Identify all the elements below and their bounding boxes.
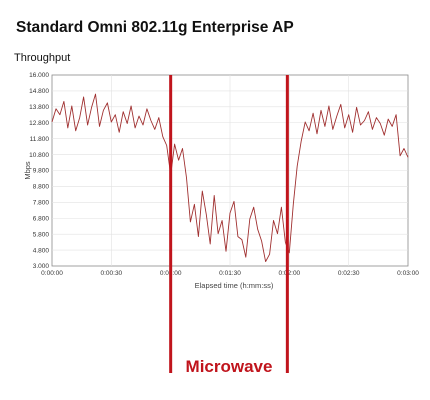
y-tick-label: 13.800 bbox=[29, 104, 49, 111]
x-tick-label: 0:01:30 bbox=[219, 270, 241, 277]
series-line-throughput bbox=[51, 93, 409, 263]
y-tick-label: 5.800 bbox=[33, 231, 50, 238]
x-tick-label: 0:00:30 bbox=[100, 270, 122, 277]
y-tick-label: 12.800 bbox=[29, 120, 49, 127]
x-tick-labels: 0:00:000:00:300:01:000:01:300:02:000:02:… bbox=[41, 270, 419, 277]
y-tick-labels: 3.000 4.800 5.800 6.800 7.800 8.800 9.800 10.80… bbox=[29, 72, 49, 270]
y-tick-label: 6.800 bbox=[33, 215, 50, 222]
x-tick-label: 0:02:30 bbox=[338, 270, 360, 277]
x-tick-label: 0:03:00 bbox=[397, 270, 419, 277]
grid-lines bbox=[52, 75, 408, 266]
y-tick-label: 9.800 bbox=[33, 168, 50, 175]
y-axis-label: Mbps bbox=[23, 161, 32, 180]
y-tick-label: 14.800 bbox=[29, 88, 49, 95]
chart-subtitle: Throughput bbox=[14, 52, 71, 64]
y-tick-label: 11.800 bbox=[30, 136, 50, 143]
chart-title: Standard Omni 802.11g Enterprise AP bbox=[16, 19, 294, 36]
y-tick-label: 3.000 bbox=[33, 263, 50, 270]
x-tick-label: 0:02:00 bbox=[278, 270, 300, 277]
x-tick-label: 0:00:00 bbox=[41, 270, 63, 277]
y-tick-label: 10.800 bbox=[29, 152, 49, 159]
y-tick-label: 16.000 bbox=[29, 72, 49, 79]
y-tick-label: 4.800 bbox=[33, 247, 50, 254]
x-axis-label: Elapsed time (h:mm:ss) bbox=[195, 281, 274, 290]
y-tick-label: 7.800 bbox=[33, 200, 50, 207]
microwave-annotation: Microwave bbox=[186, 357, 273, 376]
y-tick-label: 8.800 bbox=[33, 184, 50, 191]
